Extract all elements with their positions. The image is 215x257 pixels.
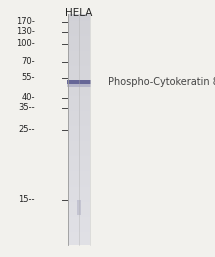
Text: 130-: 130- xyxy=(16,27,35,36)
Text: 70-: 70- xyxy=(21,58,35,67)
Text: HELA: HELA xyxy=(65,8,93,18)
Text: 55-: 55- xyxy=(22,74,35,82)
Text: 40-: 40- xyxy=(22,94,35,103)
Text: 170-: 170- xyxy=(16,17,35,26)
Text: 35--: 35-- xyxy=(18,104,35,113)
Text: 100-: 100- xyxy=(16,40,35,49)
Text: 25--: 25-- xyxy=(18,125,35,134)
Text: Phospho-Cytokeratin 8 (S73): Phospho-Cytokeratin 8 (S73) xyxy=(108,77,215,87)
Text: 15--: 15-- xyxy=(18,196,35,205)
